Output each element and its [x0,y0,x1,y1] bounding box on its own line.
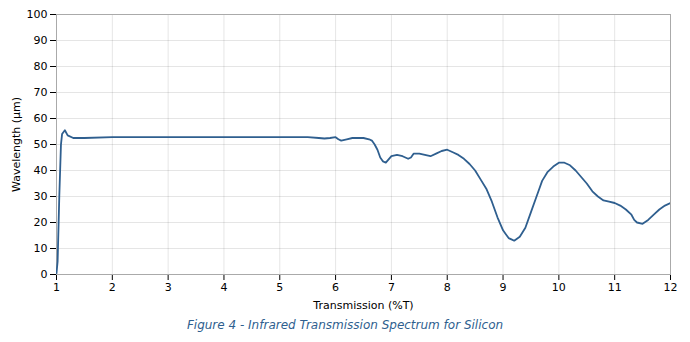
svg-text:3: 3 [165,281,172,294]
svg-text:70: 70 [34,86,48,99]
svg-text:10: 10 [34,242,48,255]
svg-text:40: 40 [34,164,48,177]
svg-text:20: 20 [34,216,48,229]
svg-text:50: 50 [34,138,48,151]
svg-text:1: 1 [53,281,60,294]
svg-text:30: 30 [34,190,48,203]
svg-text:2: 2 [109,281,116,294]
svg-text:100: 100 [27,8,48,21]
html-text:Figure 4 - Infrared Transmissi: Figure 4 - Infrared Transmission Spectru… [186,318,504,332]
svg-text:10: 10 [552,281,566,294]
svg-text:6: 6 [332,281,339,294]
svg-text:4: 4 [220,281,227,294]
svg-text:12: 12 [664,281,678,294]
svg-text:90: 90 [34,34,48,47]
svg-text:0: 0 [41,268,48,281]
svg-text:Wavelength (µm): Wavelength (µm) [10,97,23,192]
svg-text:60: 60 [34,112,48,125]
svg-text:5: 5 [276,281,283,294]
svg-text:8: 8 [444,281,451,294]
svg-text:7: 7 [388,281,395,294]
svg-text:Transmission (%T): Transmission (%T) [312,299,413,312]
svg-text:80: 80 [34,60,48,73]
svg-text:9: 9 [500,281,507,294]
svg-text:11: 11 [608,281,622,294]
